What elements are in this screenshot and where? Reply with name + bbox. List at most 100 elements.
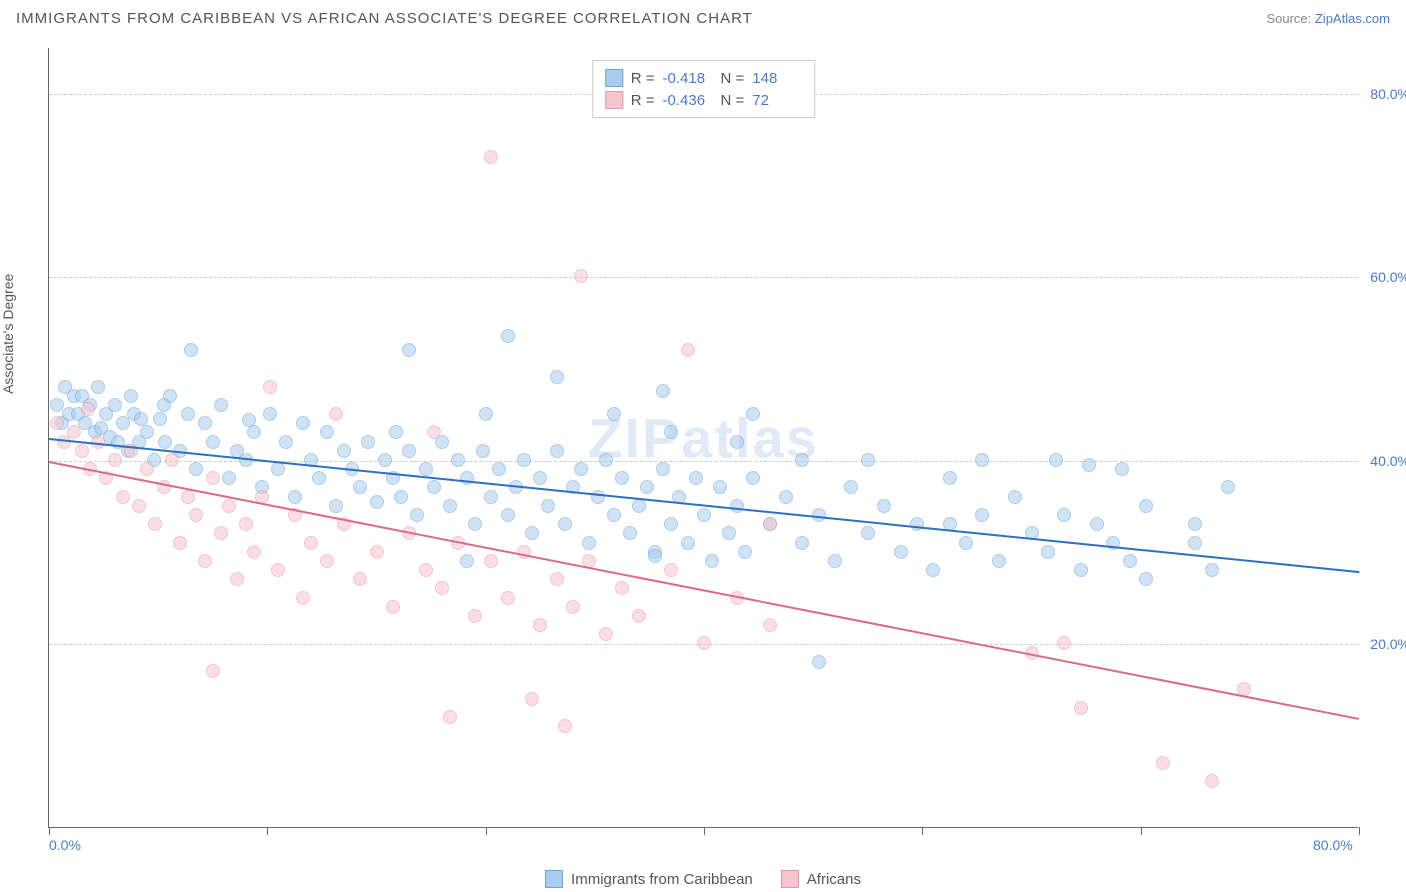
data-point — [533, 618, 547, 632]
data-point — [247, 545, 261, 559]
data-point — [165, 453, 179, 467]
data-point — [451, 453, 465, 467]
stats-n-label-0: N = — [721, 70, 745, 87]
data-point — [427, 425, 441, 439]
data-point — [279, 435, 293, 449]
data-point — [134, 412, 148, 426]
x-tick-label: 0.0% — [49, 837, 81, 853]
data-point — [541, 499, 555, 513]
data-point — [591, 490, 605, 504]
data-point — [320, 425, 334, 439]
data-point — [926, 563, 940, 577]
data-point — [116, 490, 130, 504]
data-point — [697, 508, 711, 522]
data-point — [1123, 554, 1137, 568]
data-point — [484, 150, 498, 164]
legend-label-1: Africans — [807, 871, 861, 888]
data-point — [1074, 563, 1088, 577]
data-point — [746, 407, 760, 421]
bottom-legend: Immigrants from Caribbean Africans — [545, 870, 861, 888]
legend-label-0: Immigrants from Caribbean — [571, 871, 753, 888]
data-point — [1082, 458, 1096, 472]
data-point — [812, 655, 826, 669]
data-point — [550, 572, 564, 586]
data-point — [492, 462, 506, 476]
data-point — [648, 549, 662, 563]
data-point — [394, 490, 408, 504]
data-point — [566, 600, 580, 614]
data-point — [239, 517, 253, 531]
data-point — [419, 462, 433, 476]
data-point — [779, 490, 793, 504]
data-point — [198, 416, 212, 430]
data-point — [214, 398, 228, 412]
data-point — [263, 380, 277, 394]
data-point — [288, 490, 302, 504]
data-point — [525, 526, 539, 540]
data-point — [91, 380, 105, 394]
data-point — [828, 554, 842, 568]
data-point — [370, 495, 384, 509]
x-tick — [1359, 827, 1360, 835]
y-axis-label: Associate's Degree — [0, 274, 16, 394]
data-point — [189, 462, 203, 476]
data-point — [370, 545, 384, 559]
data-point — [975, 508, 989, 522]
data-point — [975, 453, 989, 467]
data-point — [1041, 545, 1055, 559]
data-point — [533, 471, 547, 485]
stats-n-label-1: N = — [721, 92, 745, 109]
x-tick — [922, 827, 923, 835]
data-point — [763, 618, 777, 632]
chart-title: IMMIGRANTS FROM CARIBBEAN VS AFRICAN ASS… — [16, 10, 753, 27]
chart-source: Source: ZipAtlas.com — [1266, 11, 1390, 26]
data-point — [1221, 480, 1235, 494]
data-point — [558, 719, 572, 733]
data-point — [1090, 517, 1104, 531]
data-point — [861, 526, 875, 540]
data-point — [132, 499, 146, 513]
data-point — [67, 425, 81, 439]
chart-container: IMMIGRANTS FROM CARIBBEAN VS AFRICAN ASS… — [0, 0, 1406, 892]
data-point — [1139, 572, 1153, 586]
data-point — [479, 407, 493, 421]
data-point — [943, 471, 957, 485]
data-point — [607, 508, 621, 522]
x-tick-label: 80.0% — [1313, 837, 1353, 853]
data-point — [222, 471, 236, 485]
data-point — [247, 425, 261, 439]
data-point — [656, 384, 670, 398]
data-point — [189, 508, 203, 522]
data-point — [181, 490, 195, 504]
data-point — [163, 389, 177, 403]
data-point — [140, 425, 154, 439]
data-point — [632, 499, 646, 513]
data-point — [140, 462, 154, 476]
data-point — [435, 581, 449, 595]
data-point — [607, 407, 621, 421]
data-point — [501, 591, 515, 605]
source-link[interactable]: ZipAtlas.com — [1315, 11, 1390, 26]
data-point — [304, 536, 318, 550]
data-point — [1205, 774, 1219, 788]
data-point — [697, 636, 711, 650]
y-tick-label: 40.0% — [1370, 453, 1406, 469]
data-point — [1205, 563, 1219, 577]
data-point — [460, 471, 474, 485]
stats-n-value-0: 148 — [752, 70, 802, 87]
data-point — [615, 471, 629, 485]
data-point — [419, 563, 433, 577]
data-point — [632, 609, 646, 623]
x-tick — [704, 827, 705, 835]
data-point — [558, 517, 572, 531]
data-point — [476, 444, 490, 458]
data-point — [501, 508, 515, 522]
data-point — [271, 462, 285, 476]
data-point — [1074, 701, 1088, 715]
data-point — [173, 536, 187, 550]
data-point — [705, 554, 719, 568]
data-point — [214, 526, 228, 540]
data-point — [443, 499, 457, 513]
data-point — [1057, 636, 1071, 650]
stats-r-value-0: -0.418 — [663, 70, 713, 87]
